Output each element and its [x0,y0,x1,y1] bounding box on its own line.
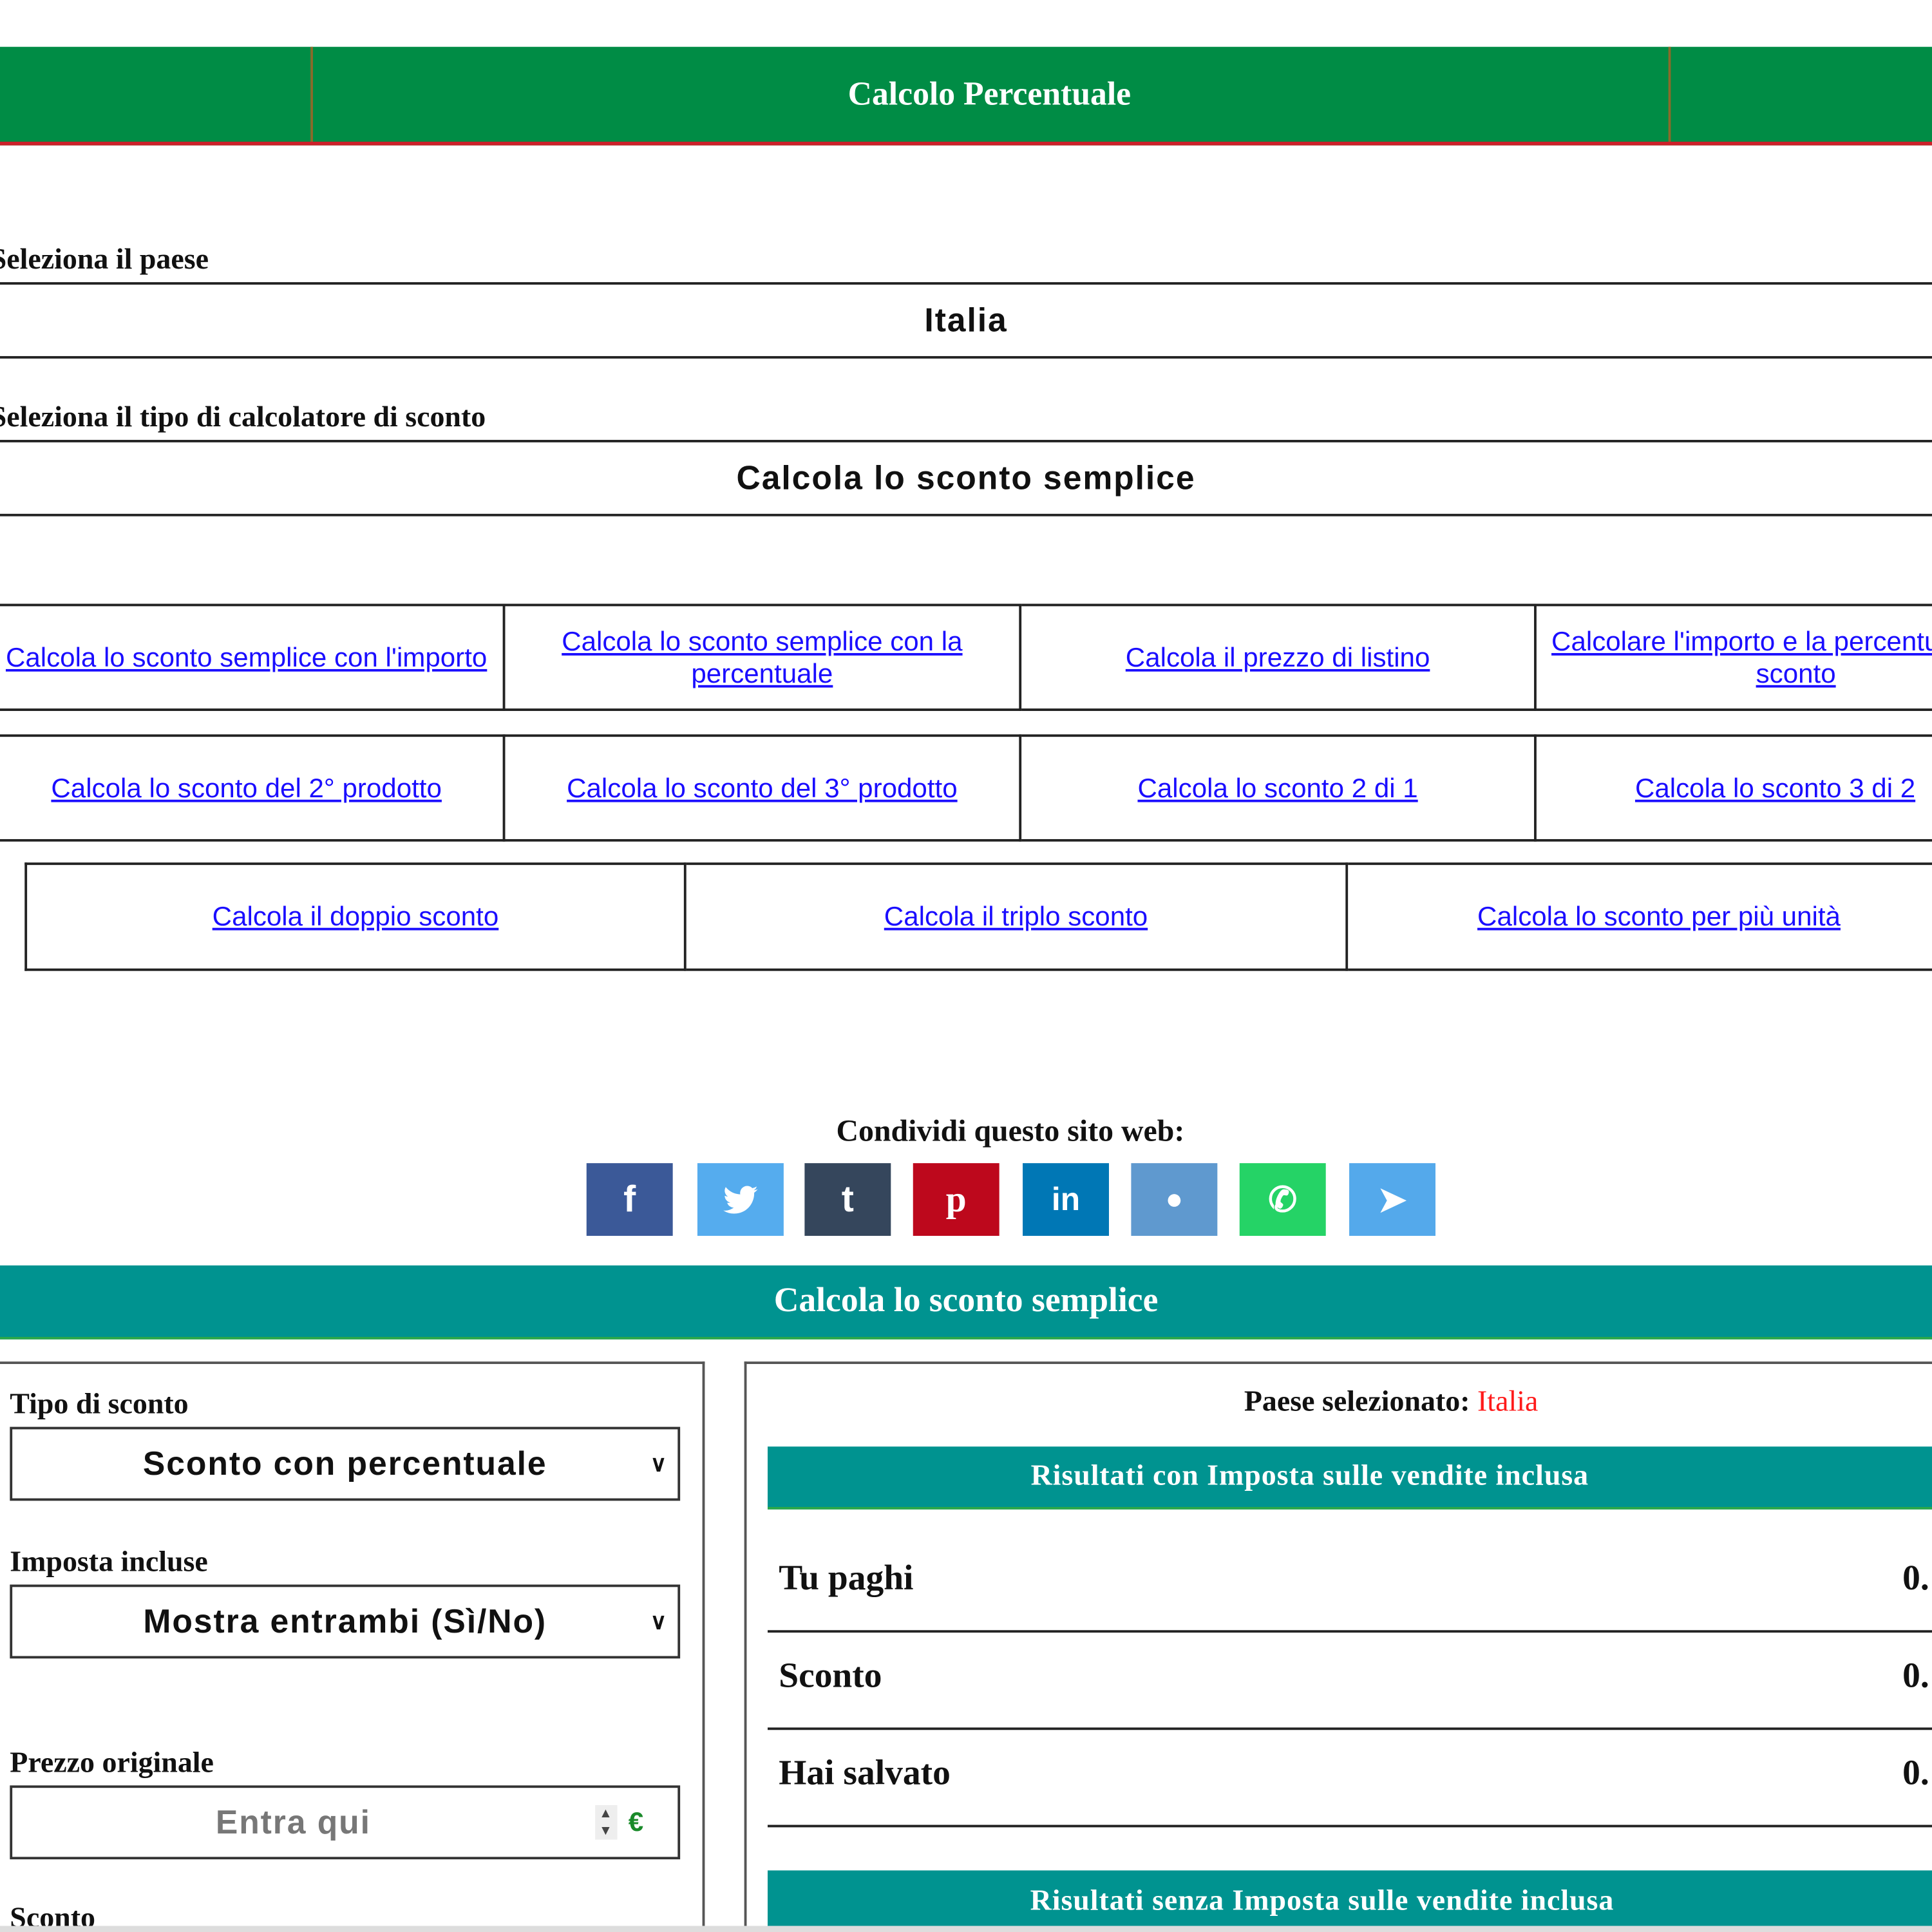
results-without-tax-title: Risultati senza Imposta sulle vendite in… [767,1870,1932,1932]
price-placeholder: Entra qui [215,1804,371,1841]
result-label-saved: Hai salvato [779,1753,951,1793]
linkedin-icon: in [1051,1180,1081,1218]
selected-country-value: Italia [1477,1386,1539,1419]
facebook-icon: f [623,1179,636,1220]
share-pinterest-button[interactable]: p [913,1163,999,1236]
links-row-2: Calcola lo sconto del 2° prodotto Calcol… [0,734,1932,842]
chevron-down-icon: ∨ [650,1451,668,1477]
links-row-1: Calcola lo sconto semplice con l'importo… [0,603,1932,711]
result-value-saved: 0. [1902,1753,1929,1793]
discount-type-value: Sconto con percentuale [142,1445,547,1482]
calc-type-select[interactable]: Calcola lo sconto semplice [0,440,1932,516]
tumblr-icon: t [841,1179,854,1220]
chevron-down-icon: ∨ [650,1609,668,1634]
link-2-di-1[interactable]: Calcola lo sconto 2 di 1 [1137,772,1418,803]
price-label: Prezzo originale [10,1747,214,1779]
spinner-icon[interactable]: ▲ ▼ [595,1804,618,1840]
link-triplo-sconto[interactable]: Calcola il triplo sconto [884,900,1148,932]
share-facebook-button[interactable]: f [586,1163,673,1236]
nav-divider [310,46,313,142]
result-value-pay: 0. [1902,1558,1929,1598]
link-terzo-prodotto[interactable]: Calcola lo sconto del 3° prodotto [567,772,958,803]
tax-label: Imposta incluse [10,1546,208,1578]
share-twitter-button[interactable] [697,1163,784,1236]
discount-type-label: Tipo di sconto [10,1388,189,1421]
share-whatsapp-button[interactable]: ✆ [1239,1163,1326,1236]
top-nav-bar: Calcolo Percentuale [0,46,1932,146]
calculator-title: Calcola lo sconto semplice [0,1265,1932,1340]
divider [767,1824,1932,1828]
link-prezzo-listino[interactable]: Calcola il prezzo di listino [1125,641,1430,672]
share-telegram-button[interactable]: ➤ [1349,1163,1435,1236]
link-piu-unita[interactable]: Calcola lo sconto per più unità [1477,900,1841,932]
result-label-pay: Tu paghi [779,1558,914,1598]
tax-value: Mostra entrambi (Sì/No) [143,1603,547,1640]
results-with-tax-title: Risultati con Imposta sulle vendite incl… [767,1446,1932,1510]
result-value-discount: 0. [1902,1656,1929,1696]
link-sconto-importo[interactable]: Calcola lo sconto semplice con l'importo [5,641,488,672]
nav-title-link[interactable]: Calcolo Percentuale [848,75,1132,113]
price-input[interactable]: Entra qui ▲ ▼ € [10,1785,681,1860]
share-reddit-button[interactable]: ● [1131,1163,1218,1236]
country-label: Seleziona il paese [0,243,209,276]
country-select[interactable]: Italia [0,282,1932,359]
result-label-discount: Sconto [779,1656,882,1696]
twitter-icon [723,1186,758,1214]
link-sconto-percentuale[interactable]: Calcola lo sconto semplice con la percen… [562,625,963,688]
horizontal-scrollbar[interactable] [0,1926,1932,1932]
selected-country: Paese selezionato: Italia [746,1386,1932,1419]
input-panel: Tipo di sconto Sconto con percentuale ∨ I… [0,1361,705,1932]
links-row-3: Calcola il doppio sconto Calcola il trip… [24,862,1932,971]
reddit-icon: ● [1165,1182,1184,1217]
share-label: Condividi questo sito web: [836,1115,1185,1149]
results-panel: Paese selezionato: Italia Risultati con … [744,1361,1932,1932]
selected-country-label: Paese selezionato: [1244,1386,1470,1419]
currency-symbol: € [628,1806,645,1837]
link-3-di-2[interactable]: Calcola lo sconto 3 di 2 [1634,772,1916,803]
whatsapp-icon: ✆ [1268,1180,1298,1219]
share-tumblr-button[interactable]: t [804,1163,891,1236]
divider [767,1630,1932,1633]
pinterest-icon: p [945,1179,967,1220]
discount-type-select[interactable]: Sconto con percentuale ∨ [10,1426,681,1501]
share-linkedin-button[interactable]: in [1023,1163,1109,1236]
calc-type-label: Seleziona il tipo di calcolatore di scon… [0,401,486,434]
link-secondo-prodotto[interactable]: Calcola lo sconto del 2° prodotto [51,772,442,803]
link-doppio-sconto[interactable]: Calcola il doppio sconto [212,900,499,932]
link-importo-percentuale[interactable]: Calcolare l'importo e la percentuale del… [1551,625,1932,688]
tax-select[interactable]: Mostra entrambi (Sì/No) ∨ [10,1584,681,1659]
nav-divider [1668,46,1671,142]
divider [767,1727,1932,1730]
telegram-icon: ➤ [1378,1180,1407,1219]
